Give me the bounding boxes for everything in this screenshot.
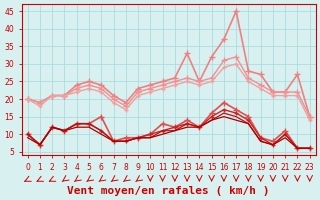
X-axis label: Vent moyen/en rafales ( km/h ): Vent moyen/en rafales ( km/h ) xyxy=(68,186,270,196)
